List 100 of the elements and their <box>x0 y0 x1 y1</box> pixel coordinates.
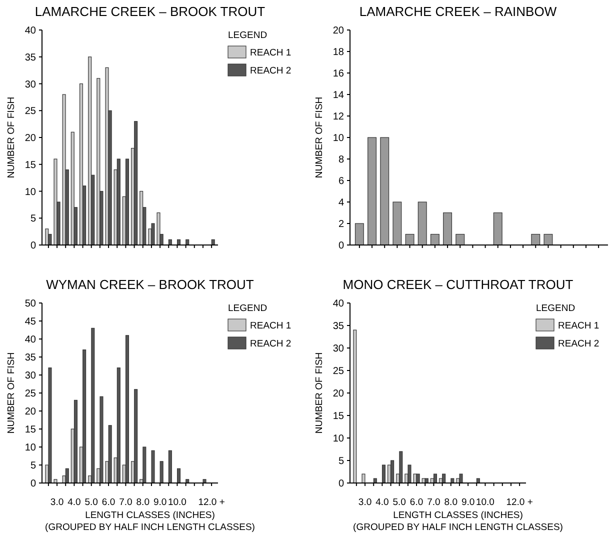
text: (GROUPED BY HALF INCH LENGTH CLASSES) <box>45 522 255 533</box>
y-tick-label: 20 <box>24 133 36 144</box>
bar <box>544 234 553 246</box>
y-tick-label: 14 <box>332 90 344 101</box>
y-tick-label: 8 <box>338 154 344 166</box>
bar <box>399 451 403 484</box>
bar <box>433 474 438 484</box>
legend-label: REACH 2 <box>250 65 292 76</box>
bar <box>116 158 120 246</box>
bar <box>108 425 112 484</box>
x-tick-label: 7.0 <box>119 497 132 508</box>
legend-label: REACH 1 <box>250 320 292 332</box>
y-tick-label: 15 <box>332 411 344 422</box>
x-tick-label: 6.0 <box>410 497 424 508</box>
x-tick-label: 12.0 + <box>506 497 534 508</box>
y-tick-label: 15 <box>24 160 36 171</box>
x-tick-label: 5.0 <box>392 497 406 508</box>
x-axis-title: LENGTH CLASSES (INCHES) <box>393 510 523 521</box>
bar <box>456 234 465 246</box>
legend-title: LEGEND <box>536 303 576 314</box>
y-tick-label: 0 <box>30 240 36 252</box>
x-tick-label: 3.0 <box>358 497 372 508</box>
chart-title: LAMARCHE CREEK – RAINBOW <box>359 4 558 19</box>
y-tick-label: 35 <box>332 321 344 332</box>
y-axis-title: NUMBER OF FISH <box>314 352 325 434</box>
y-tick-label: 12 <box>332 112 344 122</box>
bar <box>65 468 69 484</box>
legend-label: REACH 1 <box>558 320 600 332</box>
bar <box>531 234 540 246</box>
bar <box>353 330 357 484</box>
x-tick-label: 8.0 <box>136 497 150 508</box>
y-tick-label: 0 <box>338 478 344 490</box>
bar <box>160 461 164 484</box>
legend-label: REACH 1 <box>250 47 292 58</box>
y-tick-label: 5 <box>30 214 36 225</box>
y-tick-label: 20 <box>24 406 36 418</box>
text: (GROUPED BY HALF INCH LENGTH CLASSES) <box>353 522 563 533</box>
bar <box>125 335 130 484</box>
bar <box>380 137 390 246</box>
bar <box>142 446 146 484</box>
bar <box>390 460 394 484</box>
y-tick-label: 40 <box>332 298 344 310</box>
x-tick-label: 6.0 <box>102 497 116 508</box>
bar <box>368 137 377 246</box>
bar <box>430 234 440 246</box>
legend-label: REACH 2 <box>558 338 600 350</box>
y-tick-label: 10 <box>24 186 36 198</box>
bar <box>202 479 206 484</box>
y-tick-label: 20 <box>332 388 344 400</box>
bar <box>134 389 138 484</box>
y-tick-label: 6 <box>338 176 344 187</box>
x-tick-label: 4.0 <box>68 497 81 508</box>
x-tick-label: 9.0 <box>153 497 167 508</box>
y-tick-label: 35 <box>24 352 36 364</box>
y-tick-label: 15 <box>24 424 36 436</box>
y-tick-label: 30 <box>24 370 36 382</box>
bar <box>354 223 364 246</box>
y-tick-label: 40 <box>24 334 36 346</box>
x-tick-label: 3.0 <box>50 497 64 508</box>
x-axis-title: LENGTH CLASSES (INCHES) <box>85 510 215 521</box>
x-tick-label: 9.0 <box>461 497 475 508</box>
bar <box>134 121 138 246</box>
bar <box>382 464 386 484</box>
x-tick-label: 5.0 <box>84 497 98 508</box>
y-tick-label: 40 <box>24 26 36 36</box>
y-tick-label: 0 <box>338 240 344 252</box>
y-tick-label: 30 <box>332 344 344 354</box>
bar <box>91 328 95 484</box>
x-tick-label: 10.0 <box>168 497 186 508</box>
y-tick-label: 18 <box>332 47 344 58</box>
bar <box>151 450 155 484</box>
y-tick-label: 20 <box>332 26 344 36</box>
bar <box>82 350 86 484</box>
bar <box>70 132 74 246</box>
bar <box>79 83 84 246</box>
y-tick-label: 25 <box>24 388 36 400</box>
x-tick-label: 8.0 <box>444 497 458 508</box>
y-axis-title: NUMBER OF FISH <box>6 96 17 178</box>
y-tick-label: 2 <box>338 219 344 230</box>
bar <box>459 474 463 484</box>
y-tick-label: 45 <box>24 316 36 328</box>
bar <box>392 202 402 246</box>
legend-title: LEGEND <box>228 303 268 314</box>
y-tick-label: 0 <box>30 478 36 490</box>
y-tick-label: 10 <box>332 434 344 444</box>
bar <box>125 158 130 246</box>
y-tick-label: 25 <box>332 366 344 377</box>
bar <box>96 78 100 246</box>
y-axis-title: NUMBER OF FISH <box>6 352 17 434</box>
y-tick-label: 4 <box>338 198 344 208</box>
bar <box>62 94 66 246</box>
y-tick-label: 5 <box>30 460 36 472</box>
bar <box>443 212 452 246</box>
bar <box>116 368 120 484</box>
chart-title: LAMARCHE CREEK – BROOK TROUT <box>34 4 266 19</box>
legend-title: LEGEND <box>228 30 268 41</box>
bar <box>493 212 502 246</box>
bar <box>442 474 446 484</box>
x-tick-label: 12.0 + <box>198 497 226 508</box>
y-tick-label: 16 <box>332 68 344 80</box>
